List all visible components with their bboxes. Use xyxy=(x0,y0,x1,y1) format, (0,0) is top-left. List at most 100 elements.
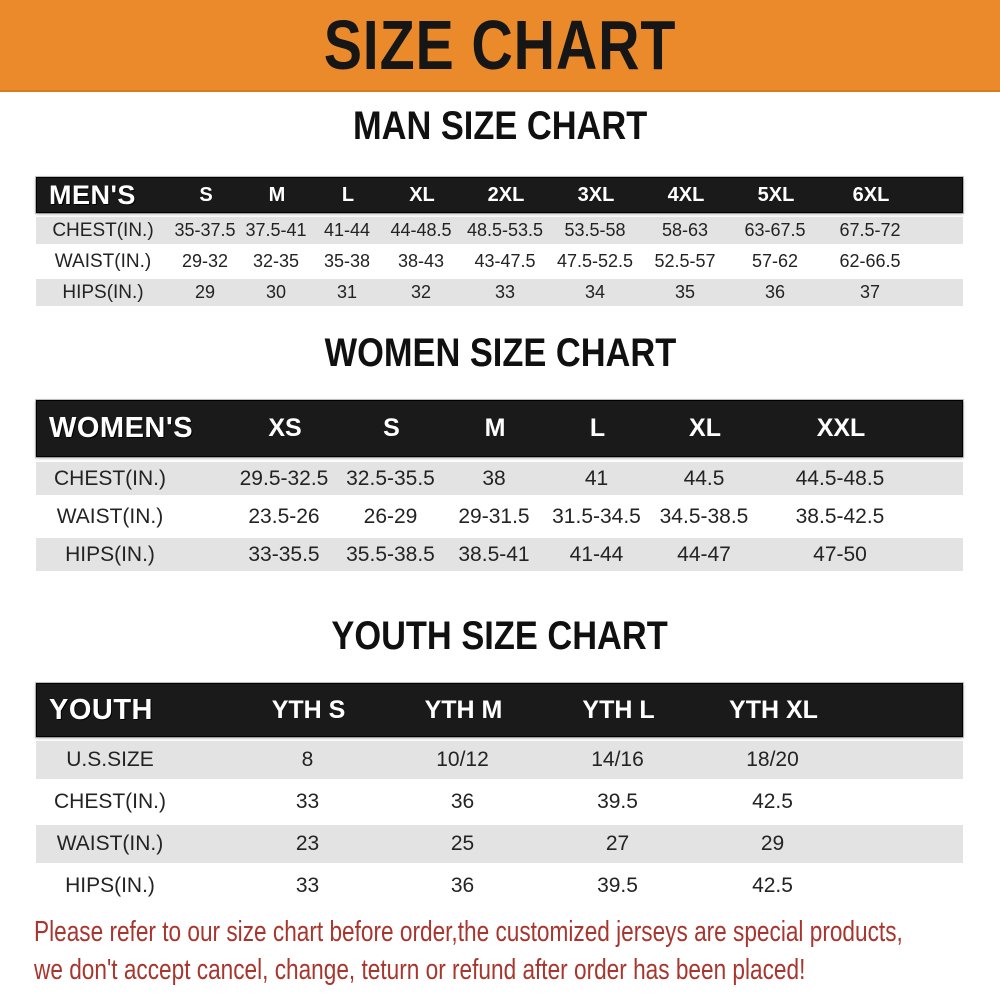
size-cell: 48.5-53.5 xyxy=(466,220,544,240)
size-cell: 29-31.5 xyxy=(458,504,530,528)
size-cell: 36 xyxy=(450,874,475,897)
size-cell: 23.5-26 xyxy=(248,504,320,528)
order-notice-line-1: Please refer to our size chart before or… xyxy=(34,916,903,948)
size-cell: 8 xyxy=(301,748,314,771)
size-cell: 32 xyxy=(410,282,432,302)
size-cell: 38 xyxy=(482,466,506,490)
size-cell: 38-43 xyxy=(397,251,445,271)
size-cell: 57-62 xyxy=(751,251,799,271)
size-cell: 63-67.5 xyxy=(744,220,806,240)
size-cell: 44.5-48.5 xyxy=(795,466,885,490)
size-cell: 35-37.5 xyxy=(174,220,236,240)
order-notice-line-2: we don't accept cancel, change, teturn o… xyxy=(34,954,806,986)
men-section-heading: MAN SIZE CHART xyxy=(0,104,1000,148)
size-cell: 29.5-32.5 xyxy=(239,466,329,490)
row-label: WAIST(IN.) xyxy=(54,250,152,272)
size-cell: 44-47 xyxy=(677,542,731,566)
size-cell: 44.5 xyxy=(683,466,725,490)
header-cell: YTH XL xyxy=(729,695,818,724)
size-cell: 43-47.5 xyxy=(474,251,536,271)
header-cell: L xyxy=(341,183,355,206)
youth-section-heading-text: YOUTH SIZE CHART xyxy=(331,614,669,658)
row-label: WAIST(IN.) xyxy=(56,832,164,855)
size-cell: 31 xyxy=(336,282,358,302)
women-section-heading: WOMEN SIZE CHART xyxy=(0,331,1000,375)
header-cell: XS xyxy=(268,414,302,442)
youth-size-table: YOUTH YTH S YTH M YTH L YTH XL U.S.SIZE … xyxy=(36,683,963,905)
size-cell: 53.5-58 xyxy=(564,220,626,240)
header-cell: S xyxy=(383,414,400,442)
size-cell: 37 xyxy=(859,282,881,302)
youth-chest-row: CHEST(IN.) 33 36 39.5 42.5 xyxy=(36,783,963,821)
youth-ussize-row: U.S.SIZE 8 10/12 14/16 18/20 xyxy=(36,741,963,779)
women-chest-row: CHEST(IN.) 29.5-32.5 32.5-35.5 38 41 44.… xyxy=(36,462,963,495)
size-cell: 35.5-38.5 xyxy=(346,542,435,566)
size-cell: 26-29 xyxy=(363,504,418,528)
header-cell: M xyxy=(268,183,286,206)
size-cell: 32-35 xyxy=(252,251,300,271)
row-label: WAIST(IN.) xyxy=(56,504,164,528)
size-cell: 42.5 xyxy=(752,790,793,813)
men-section-heading-text: MAN SIZE CHART xyxy=(352,104,648,148)
header-cell: 3XL xyxy=(577,183,615,206)
youth-hips-row: HIPS(IN.) 33 36 39.5 42.5 xyxy=(36,867,963,905)
size-cell: 18/20 xyxy=(746,748,799,771)
row-label: HIPS(IN.) xyxy=(62,281,144,303)
banner-title: SIZE CHART xyxy=(323,6,677,84)
size-cell: 47.5-52.5 xyxy=(556,251,634,271)
size-cell: 25 xyxy=(450,832,475,855)
women-table-title: WOMEN'S xyxy=(49,412,194,444)
size-cell: 10/12 xyxy=(436,748,489,771)
size-cell: 14/16 xyxy=(591,748,644,771)
header-cell: XL xyxy=(409,183,435,206)
youth-section-heading: YOUTH SIZE CHART xyxy=(0,614,1000,658)
size-cell: 38.5-41 xyxy=(458,542,530,566)
women-section-heading-text: WOMEN SIZE CHART xyxy=(324,331,676,375)
order-notice: Please refer to our size chart before or… xyxy=(34,913,1000,989)
size-cell: 34.5-38.5 xyxy=(659,504,749,528)
row-label: U.S.SIZE xyxy=(66,748,154,771)
header-cell: YTH S xyxy=(271,695,346,724)
size-cell: 35 xyxy=(674,282,696,302)
size-cell: 39.5 xyxy=(597,790,638,813)
size-cell: 35-38 xyxy=(323,251,371,271)
header-cell: 2XL xyxy=(487,183,525,206)
women-waist-row: WAIST(IN.) 23.5-26 26-29 29-31.5 31.5-34… xyxy=(36,500,963,533)
header-cell: 5XL xyxy=(757,183,795,206)
header-cell: YTH L xyxy=(582,695,655,724)
size-cell: 36 xyxy=(450,790,475,813)
size-cell: 27 xyxy=(605,832,630,855)
women-table-header-row: WOMEN'S XS S M L XL XXL xyxy=(36,400,963,457)
banner: SIZE CHART xyxy=(0,0,1000,92)
women-size-table: WOMEN'S XS S M L XL XXL CHEST(IN.) 29.5-… xyxy=(36,400,963,571)
size-cell: 29-32 xyxy=(181,251,229,271)
header-cell: XXL xyxy=(816,414,866,442)
size-cell: 32.5-35.5 xyxy=(346,466,435,490)
men-hips-row: HIPS(IN.) 29 30 31 32 33 34 35 36 37 xyxy=(36,279,963,306)
header-cell: YTH M xyxy=(424,695,503,724)
size-cell: 36 xyxy=(764,282,786,302)
header-cell: L xyxy=(589,414,606,442)
size-cell: 41 xyxy=(584,466,609,490)
row-label: CHEST(IN.) xyxy=(52,219,154,241)
row-label: CHEST(IN.) xyxy=(54,790,166,813)
size-cell: 67.5-72 xyxy=(839,220,901,240)
size-cell: 29 xyxy=(194,282,216,302)
men-waist-row: WAIST(IN.) 29-32 32-35 35-38 38-43 43-47… xyxy=(36,248,963,275)
size-cell: 41-44 xyxy=(323,220,371,240)
youth-waist-row: WAIST(IN.) 23 25 27 29 xyxy=(36,825,963,863)
header-cell: S xyxy=(199,183,213,206)
size-cell: 33 xyxy=(295,874,320,897)
row-label: HIPS(IN.) xyxy=(65,874,155,897)
header-cell: XL xyxy=(689,414,721,442)
size-cell: 34 xyxy=(584,282,606,302)
men-table-title: MEN'S xyxy=(49,179,136,210)
size-cell: 44-48.5 xyxy=(390,220,452,240)
header-cell: 4XL xyxy=(667,183,705,206)
women-hips-row: HIPS(IN.) 33-35.5 35.5-38.5 38.5-41 41-4… xyxy=(36,538,963,571)
row-label: CHEST(IN.) xyxy=(54,466,166,490)
size-cell: 29 xyxy=(760,832,785,855)
size-cell: 37.5-41 xyxy=(245,220,307,240)
header-cell: M xyxy=(484,414,506,442)
size-cell: 52.5-57 xyxy=(654,251,716,271)
